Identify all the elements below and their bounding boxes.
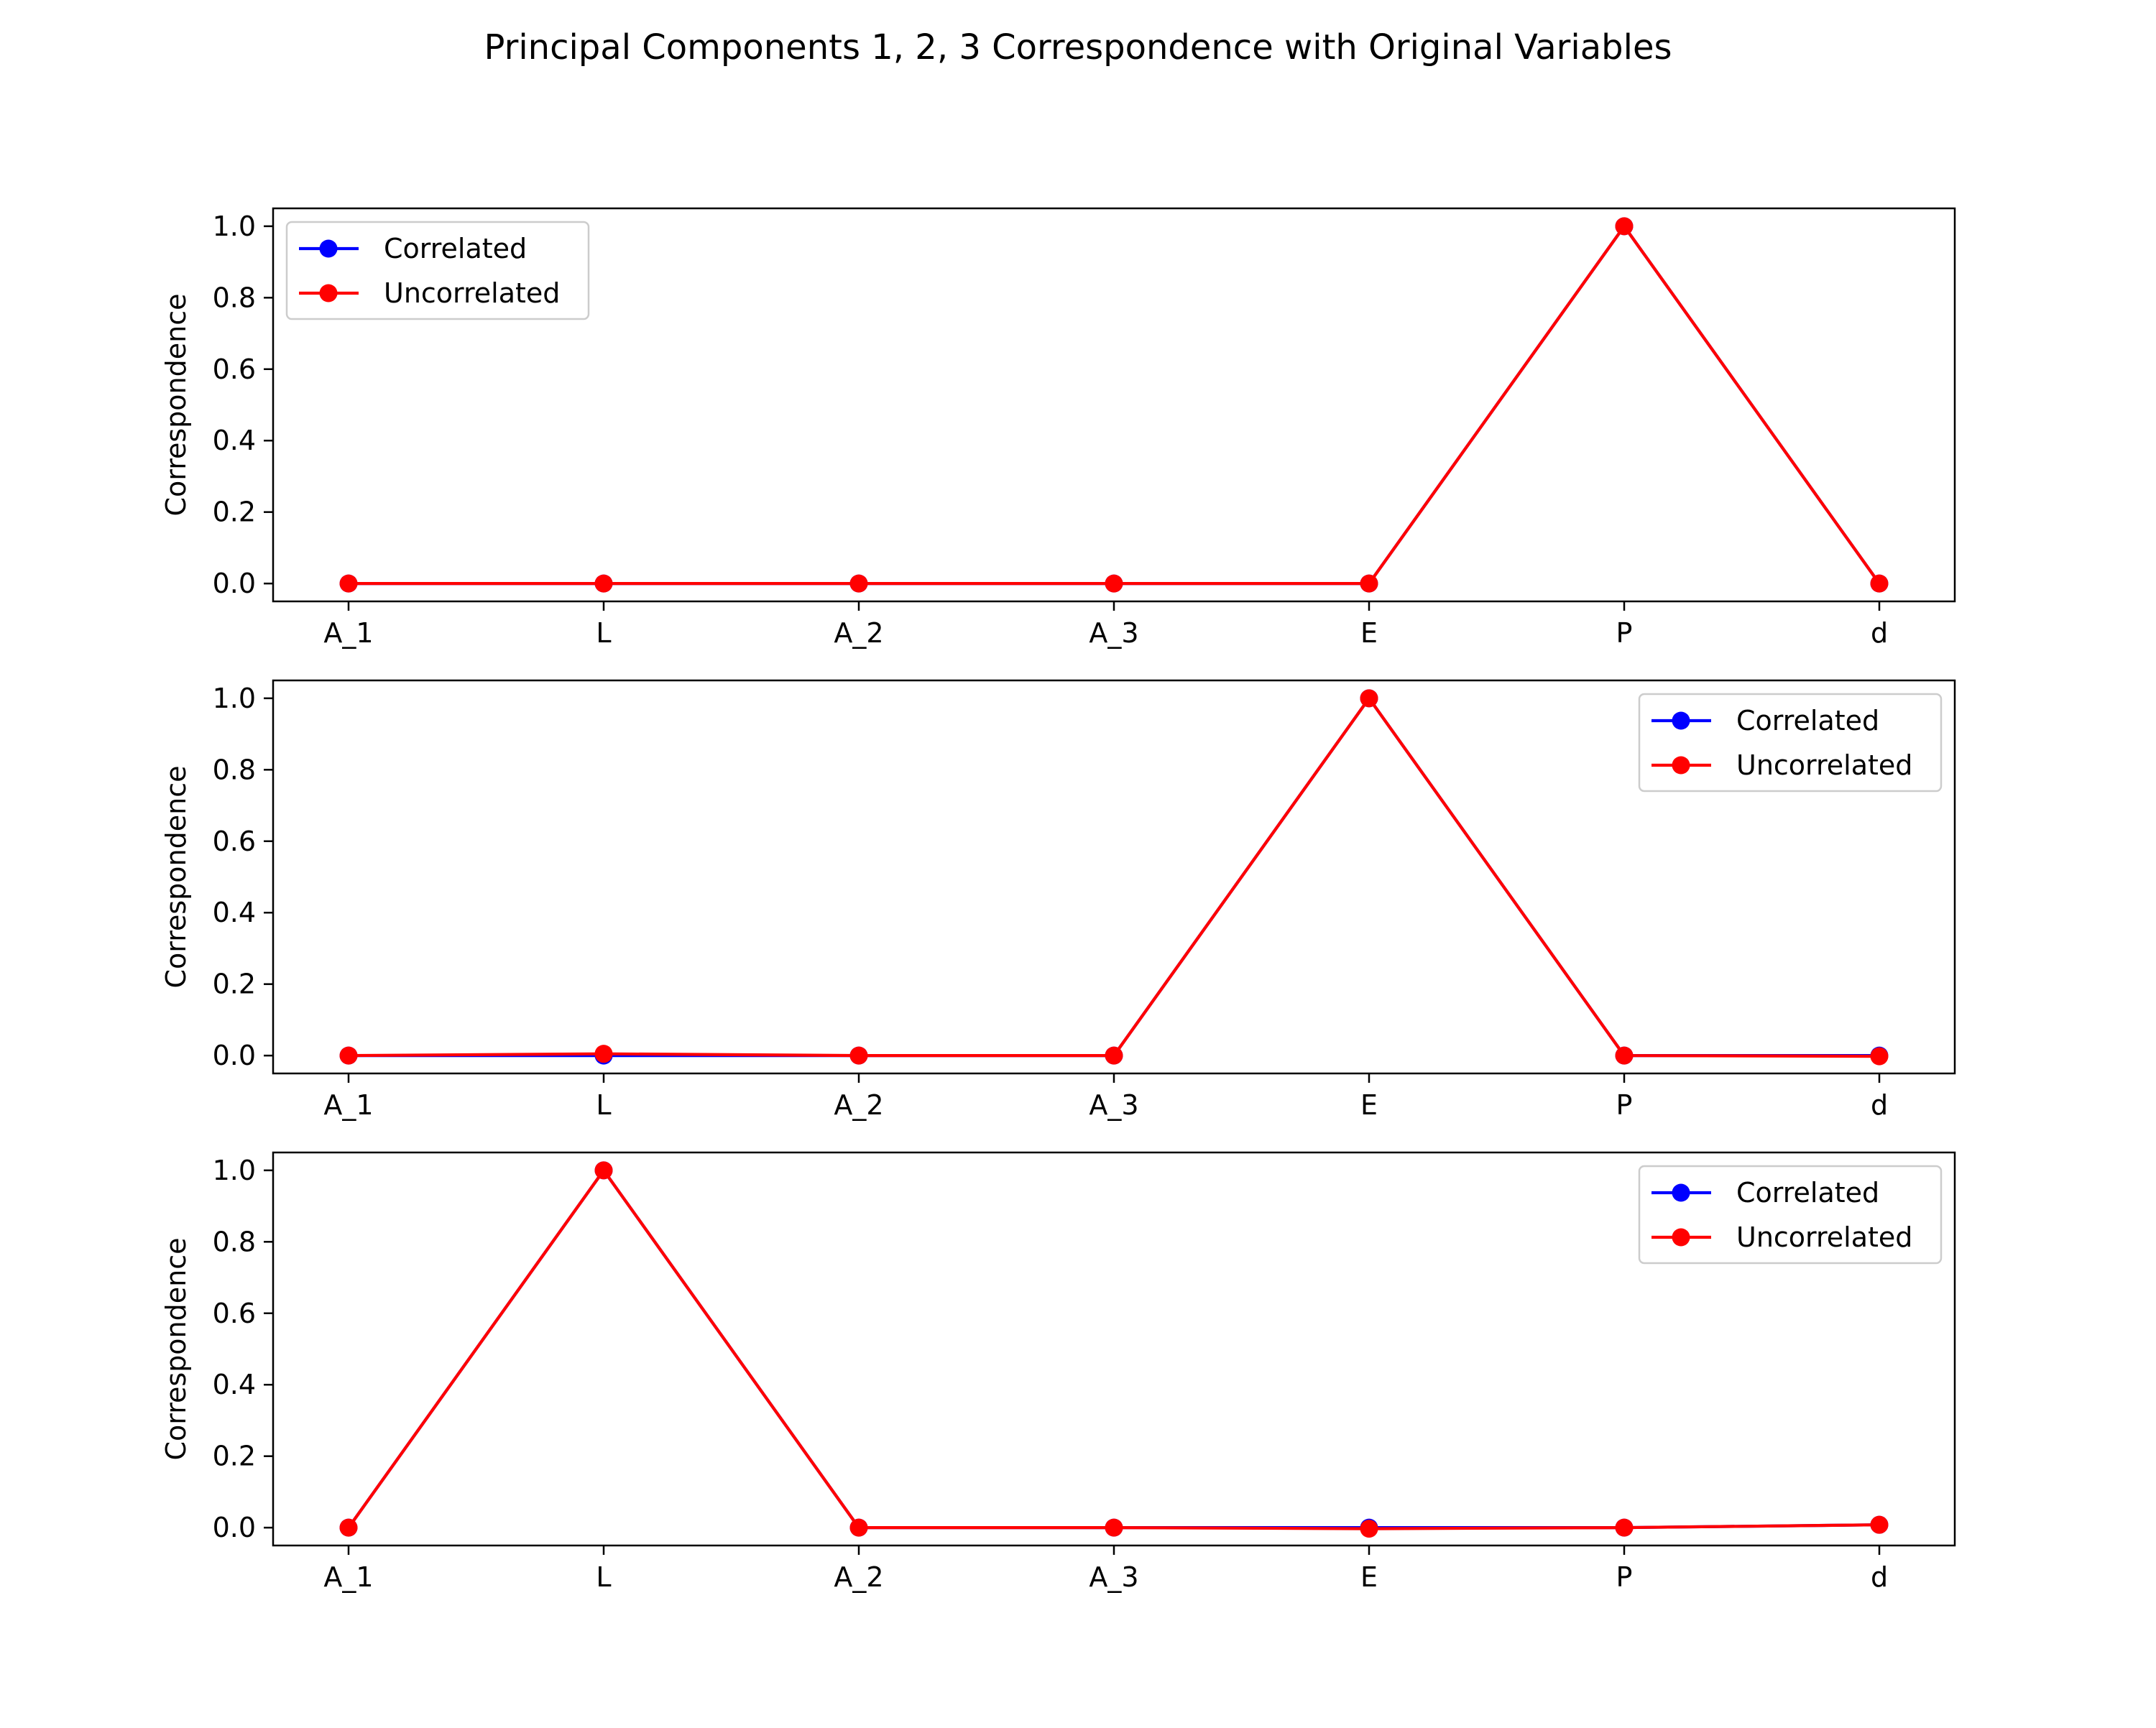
x-tick-label: d xyxy=(1871,1561,1888,1593)
x-tick-label: A_1 xyxy=(323,1089,373,1121)
y-tick-label: 0.4 xyxy=(213,425,256,456)
y-tick-label: 0.4 xyxy=(213,897,256,928)
y-tick-label: 1.0 xyxy=(213,1155,256,1186)
series-uncorrelated xyxy=(339,689,1889,1066)
x-tick-label: L xyxy=(596,1561,611,1593)
data-point xyxy=(1105,574,1123,593)
legend-marker xyxy=(319,239,338,258)
x-tick-label: E xyxy=(1360,617,1378,649)
x-tick-label: L xyxy=(596,1089,611,1121)
legend-marker xyxy=(1672,1228,1690,1247)
legend-box xyxy=(1638,1165,1943,1265)
data-point xyxy=(1360,1520,1378,1538)
data-point xyxy=(1105,1046,1123,1065)
legend-box xyxy=(285,221,590,320)
data-point xyxy=(1360,574,1378,593)
data-point xyxy=(594,1045,613,1063)
x-tick-label: A_3 xyxy=(1089,617,1138,649)
y-tick-label: 0.2 xyxy=(213,1441,256,1472)
y-tick-label: 1.0 xyxy=(213,211,256,242)
legend-marker xyxy=(319,284,338,302)
x-tick-label: L xyxy=(596,617,611,649)
x-tick-label: E xyxy=(1360,1561,1378,1593)
y-axis-label: Correspondence xyxy=(160,293,192,516)
y-tick-label: 0.0 xyxy=(213,1512,256,1543)
x-tick-label: d xyxy=(1871,1089,1888,1121)
data-point xyxy=(1615,1518,1634,1537)
data-point xyxy=(1615,1046,1634,1065)
y-tick-label: 0.6 xyxy=(213,826,256,857)
x-tick-label: E xyxy=(1360,1089,1378,1121)
y-tick-label: 0.8 xyxy=(213,754,256,785)
series-uncorrelated xyxy=(339,217,1889,593)
y-tick-label: 0.2 xyxy=(213,496,256,528)
legend: Correlated Uncorrelated xyxy=(1638,693,1943,793)
data-point xyxy=(1870,574,1889,593)
x-tick-label: A_2 xyxy=(834,1089,883,1121)
legend-label: Uncorrelated xyxy=(1736,749,1912,781)
x-tick-label: A_3 xyxy=(1089,1561,1138,1593)
data-point xyxy=(1870,1515,1889,1534)
legend: Correlated Uncorrelated xyxy=(1638,1165,1943,1265)
x-tick-label: A_2 xyxy=(834,1561,883,1593)
data-point xyxy=(849,574,868,593)
x-tick-label: A_2 xyxy=(834,617,883,649)
legend-label: Correlated xyxy=(1736,705,1879,736)
data-point xyxy=(1105,1518,1123,1537)
y-tick-label: 0.0 xyxy=(213,568,256,599)
y-tick-label: 0.0 xyxy=(213,1040,256,1071)
x-tick-label: A_1 xyxy=(323,1561,373,1593)
legend: Correlated Uncorrelated xyxy=(285,221,590,320)
legend-marker xyxy=(1672,756,1690,775)
legend-box xyxy=(1638,693,1943,793)
legend-label: Uncorrelated xyxy=(384,277,560,309)
data-point xyxy=(339,574,358,593)
series-uncorrelated xyxy=(339,1161,1889,1538)
y-axis-label: Correspondence xyxy=(160,1237,192,1460)
data-point xyxy=(1615,217,1634,236)
data-point xyxy=(339,1046,358,1065)
x-tick-label: P xyxy=(1616,1089,1633,1121)
legend-marker xyxy=(1672,1183,1690,1202)
x-tick-label: A_3 xyxy=(1089,1089,1138,1121)
data-point xyxy=(594,574,613,593)
legend-label: Correlated xyxy=(1736,1177,1879,1209)
y-tick-label: 0.6 xyxy=(213,1298,256,1329)
data-point xyxy=(1870,1047,1889,1066)
x-tick-label: P xyxy=(1616,1561,1633,1593)
x-tick-label: P xyxy=(1616,617,1633,649)
legend-label: Uncorrelated xyxy=(1736,1221,1912,1253)
x-tick-label: A_1 xyxy=(323,617,373,649)
data-point xyxy=(339,1518,358,1537)
y-tick-label: 0.2 xyxy=(213,969,256,1000)
data-point xyxy=(849,1046,868,1065)
y-axis-label: Correspondence xyxy=(160,765,192,988)
data-point xyxy=(594,1161,613,1180)
figure-title: Principal Components 1, 2, 3 Corresponde… xyxy=(484,27,1672,68)
y-tick-label: 1.0 xyxy=(213,683,256,714)
legend-label: Correlated xyxy=(384,233,527,264)
x-tick-label: d xyxy=(1871,617,1888,649)
y-tick-label: 0.4 xyxy=(213,1369,256,1400)
y-tick-label: 0.6 xyxy=(213,354,256,385)
data-point xyxy=(849,1518,868,1537)
data-point xyxy=(1360,689,1378,708)
y-tick-label: 0.8 xyxy=(213,1226,256,1257)
y-tick-label: 0.8 xyxy=(213,282,256,313)
legend-marker xyxy=(1672,711,1690,730)
